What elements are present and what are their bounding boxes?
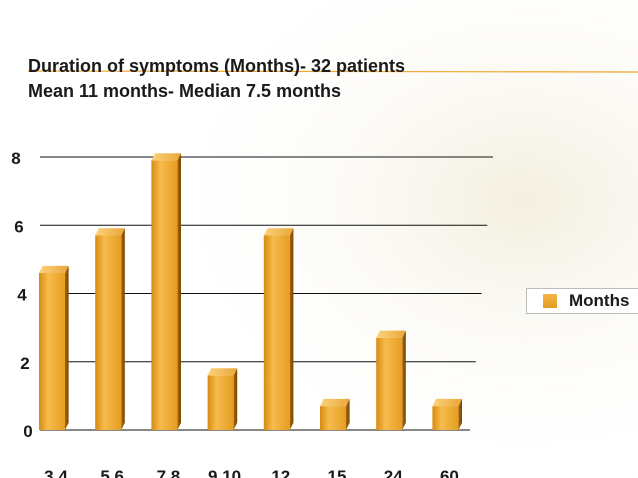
x-tick-label: 7,8 xyxy=(157,467,181,478)
y-tick-label: 4 xyxy=(17,286,27,305)
x-tick-label: 3,4 xyxy=(44,467,68,478)
y-tick-label: 6 xyxy=(14,217,23,236)
bar xyxy=(151,153,181,430)
bar xyxy=(39,265,69,430)
chart-title: Duration of symptoms (Months)- 32 patien… xyxy=(28,56,406,76)
legend-label: Months xyxy=(569,291,630,310)
x-tick-label: 24 xyxy=(384,467,403,478)
chart-subtitle: Mean 11 months- Median 7.5 months xyxy=(28,81,342,101)
bar xyxy=(432,398,462,430)
x-tick-label: 60 xyxy=(440,467,459,478)
x-tick-label: 12 xyxy=(271,467,290,478)
bar xyxy=(95,228,125,430)
y-tick-label: 2 xyxy=(20,354,29,373)
title-accent-line xyxy=(27,70,638,73)
bar xyxy=(320,398,350,430)
legend-swatch xyxy=(543,294,557,308)
y-tick-label: 0 xyxy=(23,422,32,441)
bar xyxy=(263,228,294,430)
y-tick-label: 8 xyxy=(11,149,20,168)
x-tick-label: 15 xyxy=(328,467,347,478)
chart-legend: Months xyxy=(526,288,638,314)
x-tick-label: 9,10 xyxy=(208,467,241,478)
bar xyxy=(207,368,238,430)
x-tick-label: 5,6 xyxy=(100,467,124,478)
bar xyxy=(376,330,406,430)
